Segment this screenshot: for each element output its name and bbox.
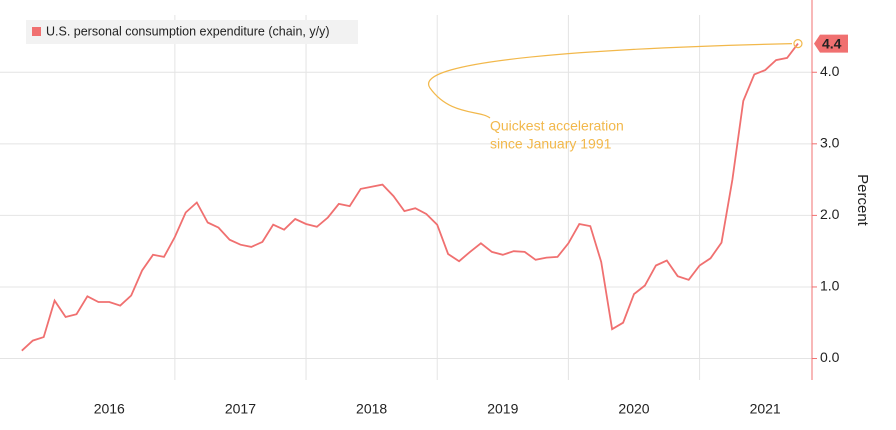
y-tick-label: 1.0	[820, 278, 840, 294]
line	[21, 43, 799, 352]
last-value-label: 4.4	[822, 35, 842, 51]
legend-swatch	[32, 27, 41, 36]
y-axis-label: Percent	[854, 174, 871, 227]
legend-box	[26, 20, 358, 44]
y-tick-label: 0.0	[820, 349, 840, 365]
x-tick-label: 2016	[94, 401, 125, 417]
y-tick-label: 3.0	[820, 135, 840, 151]
annotation-curve	[427, 43, 792, 119]
x-tick-label: 2018	[356, 401, 387, 417]
end-marker	[793, 39, 803, 49]
x-tick-label: 2017	[225, 401, 256, 417]
legend-label: U.S. personal consumption expenditure (c…	[46, 24, 329, 38]
x-tick-label: 2019	[487, 401, 518, 417]
grid	[0, 15, 812, 380]
y-tick-label: 4.0	[820, 63, 840, 79]
y-tick-label: 2.0	[820, 206, 840, 222]
last-value-box	[814, 34, 848, 53]
x-tick-label: 2020	[618, 401, 649, 417]
annotation: Quickest acceleration	[490, 118, 624, 134]
annotation: since January 1991	[490, 136, 612, 152]
x-tick-label: 2021	[750, 401, 781, 417]
